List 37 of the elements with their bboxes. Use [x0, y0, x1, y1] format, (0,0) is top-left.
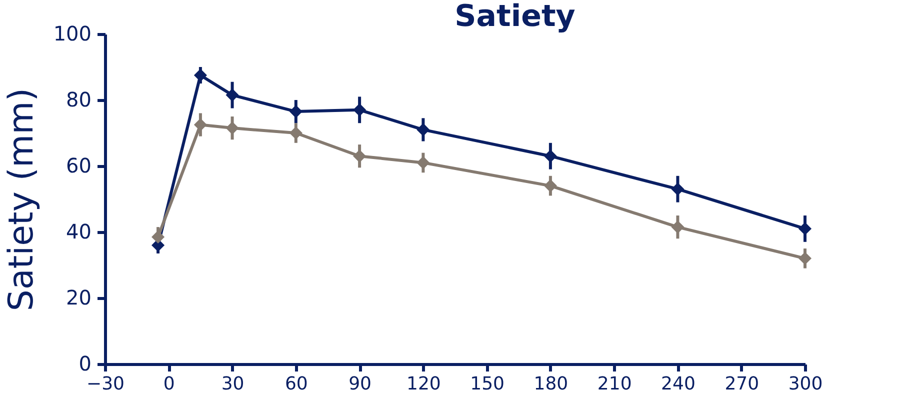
x-tick-label: 60 [284, 374, 308, 394]
point [353, 150, 366, 163]
point [226, 122, 239, 135]
x-tick-label: −30 [86, 374, 124, 394]
y-tick-label: 40 [66, 220, 92, 244]
point [416, 123, 430, 136]
y-tick-label: 60 [66, 154, 92, 178]
x-tick-label: 120 [406, 374, 441, 394]
point [289, 126, 302, 140]
y-tick-label: 80 [66, 88, 92, 112]
x-tick-label: 90 [348, 374, 372, 394]
point [798, 222, 812, 236]
x-tick-label: 210 [597, 374, 632, 394]
point [226, 88, 239, 102]
x-tick-label: 180 [534, 374, 568, 394]
x-tick-label: 30 [221, 374, 244, 394]
point [289, 105, 302, 118]
point [544, 179, 557, 192]
point [416, 156, 430, 170]
chart-title: Satiety [454, 0, 576, 34]
point [194, 118, 207, 132]
y-tick-label: 0 [78, 352, 92, 376]
point [152, 230, 165, 244]
point [671, 182, 684, 196]
point [353, 103, 366, 116]
y-axis-title: Satiety (mm) [1, 88, 42, 312]
x-tick-label: 300 [788, 374, 823, 394]
x-tick-label: 150 [470, 374, 504, 394]
point [194, 68, 207, 82]
point [671, 220, 684, 234]
x-tick-label: 270 [724, 374, 760, 394]
x-tick-label: 0 [163, 374, 175, 394]
x-tick-label: 240 [661, 374, 696, 394]
y-tick-label: 100 [53, 22, 92, 46]
y-tick-label: 20 [66, 286, 92, 310]
point [798, 252, 812, 265]
point [544, 150, 557, 163]
